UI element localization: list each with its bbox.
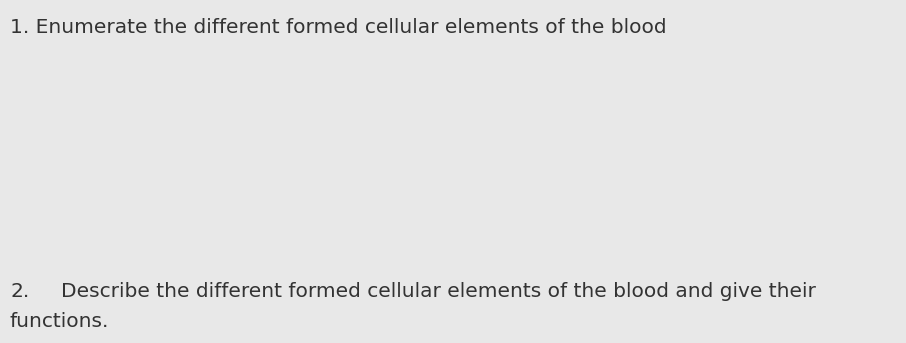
- Text: functions.: functions.: [10, 312, 110, 331]
- Text: Describe the different formed cellular elements of the blood and give their: Describe the different formed cellular e…: [10, 282, 816, 301]
- Text: 1. Enumerate the different formed cellular elements of the blood: 1. Enumerate the different formed cellul…: [10, 18, 667, 37]
- Text: 2.: 2.: [10, 282, 29, 301]
